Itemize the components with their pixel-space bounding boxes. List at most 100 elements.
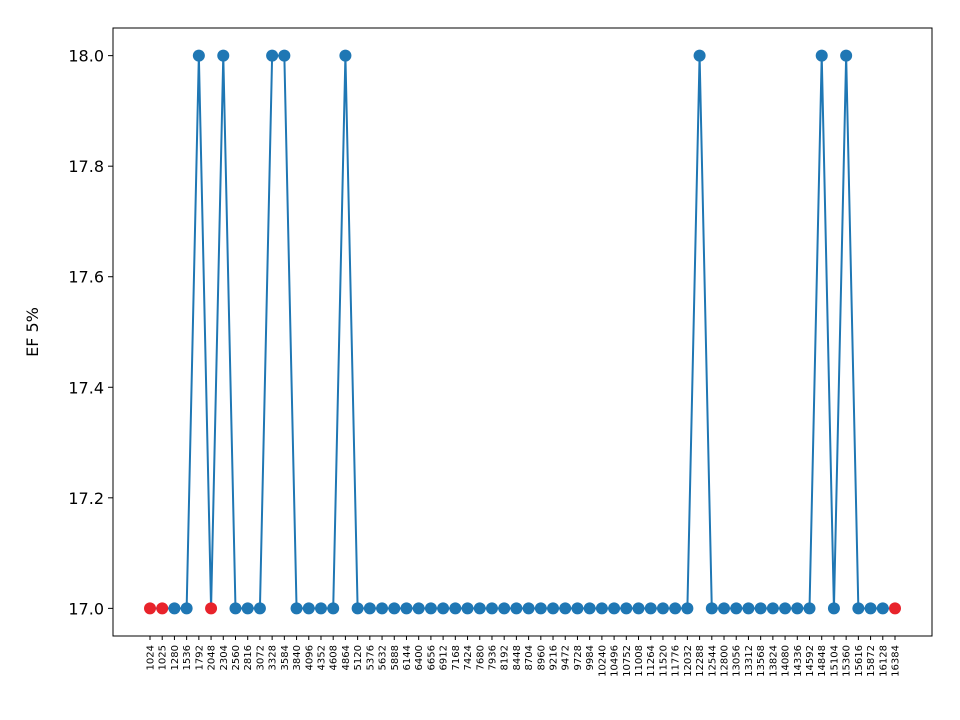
data-point <box>754 602 767 615</box>
data-point <box>400 602 413 615</box>
data-point <box>791 602 804 615</box>
x-tick-label: 13824 <box>768 645 779 677</box>
data-point <box>656 602 669 615</box>
data-point <box>363 602 376 615</box>
x-tick-label: 11264 <box>646 645 657 677</box>
x-tick-label: 12800 <box>720 645 731 677</box>
x-tick-label: 4864 <box>341 645 352 670</box>
x-tick-label: 9216 <box>549 645 560 670</box>
plot-frame <box>112 27 933 637</box>
data-point <box>827 602 840 615</box>
data-point <box>815 49 828 62</box>
x-tick-label: 9984 <box>585 645 596 670</box>
x-tick-label: 10240 <box>597 645 608 677</box>
data-point <box>278 49 291 62</box>
data-point <box>351 602 364 615</box>
data-point <box>302 602 315 615</box>
data-point <box>718 602 731 615</box>
data-point <box>327 602 340 615</box>
x-tick-label: 1536 <box>182 645 193 670</box>
data-point <box>168 602 181 615</box>
x-tick-label: 14336 <box>793 645 804 677</box>
x-tick-label: 7680 <box>475 645 486 670</box>
data-point <box>864 602 877 615</box>
data-point <box>693 49 706 62</box>
y-axis-label: EF 5% <box>23 307 42 357</box>
data-point <box>485 602 498 615</box>
x-tick-label: 5632 <box>378 645 389 670</box>
x-tick-label: 5888 <box>390 645 401 670</box>
x-tick-label: 14848 <box>817 645 828 677</box>
x-tick-label: 15872 <box>866 645 877 677</box>
x-tick-label: 3584 <box>280 645 291 670</box>
data-point <box>241 602 254 615</box>
data-point <box>339 49 352 62</box>
x-tick-label: 15616 <box>854 645 865 677</box>
data-point <box>473 602 486 615</box>
x-tick-label: 14592 <box>805 645 816 677</box>
data-point <box>424 602 437 615</box>
x-tick-label: 4608 <box>329 645 340 670</box>
x-tick-label: 3072 <box>255 645 266 670</box>
x-tick-label: 3840 <box>292 645 303 670</box>
x-tick-label: 8704 <box>524 645 535 670</box>
x-tick-label: 7936 <box>487 645 498 670</box>
x-tick-label: 8448 <box>512 645 523 670</box>
x-tick-label: 4352 <box>316 645 327 670</box>
x-tick-label: 1792 <box>194 645 205 670</box>
data-point <box>705 602 718 615</box>
data-point <box>595 602 608 615</box>
data-point <box>180 602 193 615</box>
data-point <box>730 602 743 615</box>
data-point <box>192 49 205 62</box>
x-tick-label: 1024 <box>146 645 157 670</box>
x-tick-label: 2560 <box>231 645 242 670</box>
data-point <box>290 602 303 615</box>
x-tick-label: 16128 <box>878 645 889 677</box>
data-point <box>583 602 596 615</box>
data-point <box>437 602 450 615</box>
data-point <box>779 602 792 615</box>
x-tick-label: 9472 <box>561 645 572 670</box>
data-point <box>522 602 535 615</box>
data-point <box>314 602 327 615</box>
x-tick-label: 1025 <box>158 645 169 670</box>
x-tick-label: 15360 <box>842 645 853 677</box>
data-point <box>742 602 755 615</box>
x-tick-label: 16384 <box>891 645 902 677</box>
data-point <box>253 602 266 615</box>
x-tick-label: 2048 <box>207 645 218 670</box>
x-tick-label: 10752 <box>622 645 633 677</box>
x-tick-label: 1280 <box>170 645 181 670</box>
data-point <box>498 602 511 615</box>
x-tick-label: 12032 <box>683 645 694 677</box>
y-tick-label: 17.4 <box>68 378 104 397</box>
x-tick-label: 9728 <box>573 645 584 670</box>
x-tick-label: 7424 <box>463 645 474 670</box>
data-point <box>388 602 401 615</box>
data-point <box>681 602 694 615</box>
data-point <box>571 602 584 615</box>
x-tick-label: 11520 <box>658 645 669 677</box>
highlighted-data-point <box>156 602 169 615</box>
x-tick-label: 8192 <box>500 645 511 670</box>
x-tick-label: 11008 <box>634 645 645 677</box>
data-point <box>852 602 865 615</box>
highlighted-data-point <box>889 602 901 615</box>
x-tick-label: 13568 <box>756 645 767 677</box>
x-tick-label: 6144 <box>402 645 413 670</box>
x-tick-label: 5120 <box>353 645 364 670</box>
data-point <box>669 602 682 615</box>
highlighted-data-point <box>205 602 218 615</box>
data-point <box>229 602 242 615</box>
x-tick-label: 7168 <box>451 645 462 670</box>
data-point <box>766 602 779 615</box>
x-axis: 1024 1025 1280 1536 1792 2048 2304 2560 2816 3072… <box>146 636 902 677</box>
x-tick-label: 2816 <box>243 645 254 670</box>
y-tick-label: 18.0 <box>68 47 104 66</box>
data-point <box>534 602 547 615</box>
x-tick-label: 13056 <box>732 645 743 677</box>
y-tick-label: 17.0 <box>68 599 104 618</box>
